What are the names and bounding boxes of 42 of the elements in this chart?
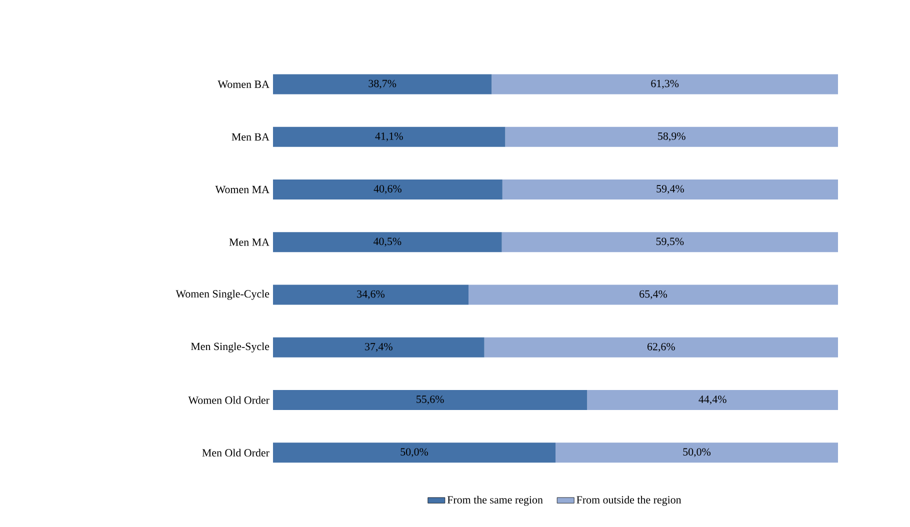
data-label: 34,6%	[357, 290, 385, 300]
y-tick-label: Men BA	[232, 133, 270, 141]
bar	[492, 74, 838, 94]
data-label: 40,5%	[373, 238, 402, 247]
bar	[273, 284, 468, 305]
data-label: 41,1%	[375, 132, 403, 142]
data-label: 62,6%	[647, 342, 675, 352]
bar	[484, 337, 838, 358]
data-label: 50,0%	[400, 448, 428, 458]
y-tick-label: Men Single-Sycle	[190, 342, 270, 352]
data-label: 38,7%	[368, 80, 396, 89]
bar	[502, 232, 838, 252]
y-tick-label: Men MA	[229, 238, 270, 246]
y-tick-label: Women Single-Cycle	[176, 290, 270, 300]
data-label: 37,4%	[365, 342, 392, 352]
bar	[273, 126, 506, 147]
data-label: 44,4%	[698, 396, 726, 405]
data-label: 59,4%	[656, 185, 684, 194]
bar	[273, 390, 588, 410]
y-tick-label: Women Old Order	[188, 396, 270, 404]
data-label: 40,6%	[374, 185, 402, 194]
y-tick-label: Women BA	[218, 80, 270, 88]
legend-label: From the same region	[447, 496, 543, 506]
legend-label: From outside the region	[576, 496, 682, 506]
bar	[556, 442, 838, 463]
data-label: 59,5%	[656, 238, 684, 247]
bar	[505, 126, 838, 147]
bar	[587, 390, 838, 410]
data-label: 55,6%	[416, 396, 444, 405]
bar	[273, 232, 502, 252]
data-label: 58,9%	[658, 132, 686, 142]
bar	[273, 442, 556, 463]
bar	[502, 180, 838, 200]
y-tick-label: Men Old Order	[202, 448, 270, 457]
data-label: 61,3%	[651, 80, 679, 89]
y-tick-label: Women MA	[215, 186, 270, 194]
bar	[468, 284, 838, 305]
bar	[273, 180, 502, 200]
data-label: 50,0%	[683, 448, 711, 458]
bar	[273, 337, 484, 358]
data-label: 65,4%	[640, 290, 668, 300]
bar	[273, 74, 492, 94]
